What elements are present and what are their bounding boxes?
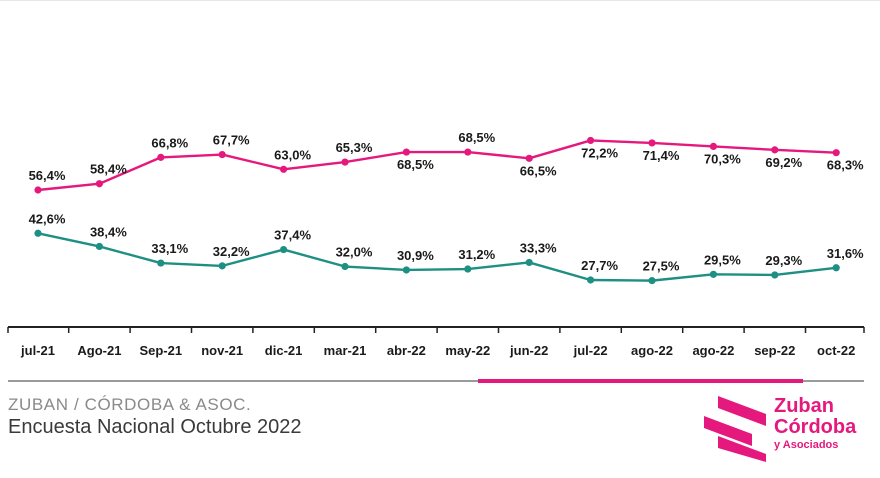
data-point <box>218 262 226 270</box>
data-label: 72,2% <box>581 145 618 160</box>
data-label: 37,4% <box>274 228 311 243</box>
x-tick-label: jul-21 <box>20 343 55 358</box>
data-point <box>525 258 533 267</box>
data-label: 30,9% <box>397 248 434 263</box>
data-point <box>95 242 103 251</box>
data-label: 32,0% <box>336 245 373 260</box>
data-label: 31,2% <box>458 247 495 262</box>
data-label: 68,5% <box>458 130 495 145</box>
data-point <box>709 142 718 151</box>
data-label: 56,4% <box>29 168 66 183</box>
x-tick-label: jul-22 <box>573 343 608 358</box>
data-label: 29,3% <box>765 253 802 268</box>
logo-wordmark: Zuban Córdoba y Asociados <box>774 396 856 452</box>
data-label: 32,2% <box>213 244 250 259</box>
data-point <box>587 276 595 284</box>
data-point <box>648 277 656 285</box>
data-point <box>402 266 410 274</box>
x-tick-label: ago-22 <box>631 343 673 358</box>
data-point <box>771 271 779 279</box>
data-label: 29,5% <box>704 252 741 267</box>
data-point <box>157 259 165 267</box>
data-point <box>341 158 349 166</box>
logo-name-line1: Zuban <box>774 395 834 417</box>
data-point <box>34 186 42 194</box>
series-line-pink <box>37 139 837 192</box>
top-divider <box>0 0 880 1</box>
data-point <box>648 139 656 147</box>
data-label: 58,4% <box>90 162 127 177</box>
x-tick-label: nov-21 <box>201 343 243 358</box>
data-point <box>34 229 42 237</box>
data-label: 38,4% <box>90 224 127 239</box>
data-label: 66,8% <box>151 135 188 150</box>
data-point <box>218 150 226 159</box>
data-label: 68,3% <box>827 158 864 173</box>
logo-mark-icon <box>704 396 766 462</box>
data-label: 42,6% <box>29 211 66 226</box>
x-tick-label: Sep-21 <box>139 343 182 358</box>
line-chart: jul-21 Ago-21 Sep-21 nov-21 dic-21 mar-21 abr-… <box>7 130 865 358</box>
data-point <box>95 180 103 188</box>
data-label: 68,5% <box>397 157 434 172</box>
data-label: 66,5% <box>520 163 557 178</box>
x-tick-label: mar-21 <box>324 343 367 358</box>
x-tick-label: abr-22 <box>387 343 426 358</box>
data-label: 31,6% <box>827 246 864 261</box>
x-tick-label: sep-22 <box>754 343 795 358</box>
series-line-green <box>37 232 837 282</box>
data-label: 71,4% <box>643 148 680 163</box>
footer-accent-bar <box>478 379 803 383</box>
data-point <box>771 146 779 154</box>
x-tick-label: may-22 <box>445 343 490 358</box>
logo-name-line3: y Asociados <box>774 439 839 451</box>
data-label: 33,3% <box>520 240 557 255</box>
data-label: 27,7% <box>581 258 618 273</box>
data-label: 63,0% <box>274 147 311 162</box>
data-label: 67,7% <box>213 133 250 148</box>
data-point <box>280 165 288 173</box>
data-point <box>157 153 165 161</box>
x-tick-label: jun-22 <box>509 343 548 358</box>
data-point <box>587 136 595 145</box>
data-point <box>832 264 840 272</box>
footer-divider <box>8 380 864 382</box>
data-point <box>525 154 533 162</box>
data-point <box>280 245 288 254</box>
data-point <box>464 265 472 273</box>
data-point <box>341 262 349 271</box>
x-tick-label: ago-22 <box>692 343 734 358</box>
data-label: 69,2% <box>765 155 802 170</box>
data-label: 27,5% <box>643 259 680 274</box>
logo-name-line2: Córdoba <box>774 416 857 438</box>
x-tick-label: dic-21 <box>265 343 303 358</box>
zuban-cordoba-logo: Zuban Córdoba y Asociados <box>700 392 870 470</box>
x-tick-label: Ago-21 <box>77 343 121 358</box>
footer-organization: ZUBAN / CÓRDOBA & ASOC. <box>8 395 252 414</box>
x-tick-label: oct-22 <box>817 343 855 358</box>
data-point <box>832 149 840 157</box>
footer-survey-title: Encuesta Nacional Octubre 2022 <box>8 416 302 438</box>
data-point <box>464 148 472 156</box>
data-label: 65,3% <box>336 140 373 155</box>
data-label: 33,1% <box>151 241 188 256</box>
data-point <box>402 148 410 156</box>
data-point <box>709 270 718 278</box>
data-label: 70,3% <box>704 151 741 166</box>
